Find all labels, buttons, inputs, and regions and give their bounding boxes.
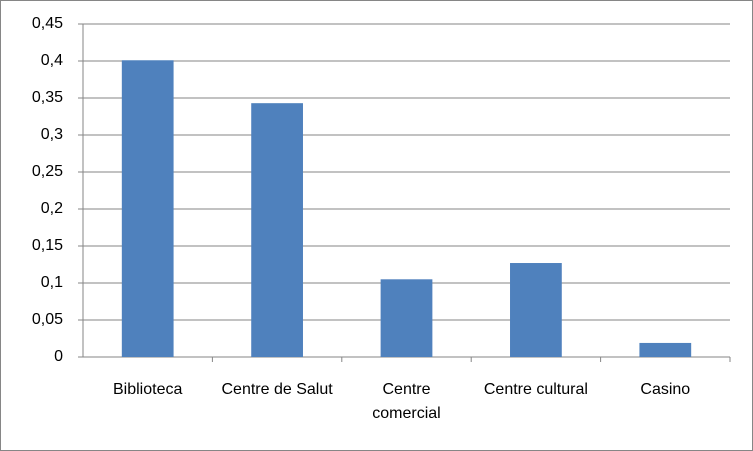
bar <box>380 279 433 357</box>
y-tick-label: 0 <box>54 348 63 365</box>
y-tick-label: 0,4 <box>41 52 63 69</box>
bar <box>510 263 562 357</box>
y-tick-label: 0,45 <box>32 15 63 32</box>
y-tick-label: 0,35 <box>32 89 63 106</box>
x-tick-label: Casino <box>640 381 691 398</box>
x-tick-label: Biblioteca <box>113 381 183 398</box>
x-tick-label: Centre comercial <box>372 381 441 422</box>
y-tick-label: 0,3 <box>41 126 63 143</box>
bar <box>639 342 692 357</box>
x-tick-label: Centre cultural <box>483 381 588 398</box>
y-tick-label: 0,05 <box>32 311 63 328</box>
y-tick-label: 0,1 <box>41 274 63 291</box>
y-tick-label: 0,25 <box>32 163 63 180</box>
y-tick-label: 0,15 <box>32 237 63 254</box>
bar <box>251 103 303 358</box>
y-tick-label: 0,2 <box>41 200 63 217</box>
x-tick-label: Centre de Salut <box>221 381 333 398</box>
bar <box>121 60 174 357</box>
